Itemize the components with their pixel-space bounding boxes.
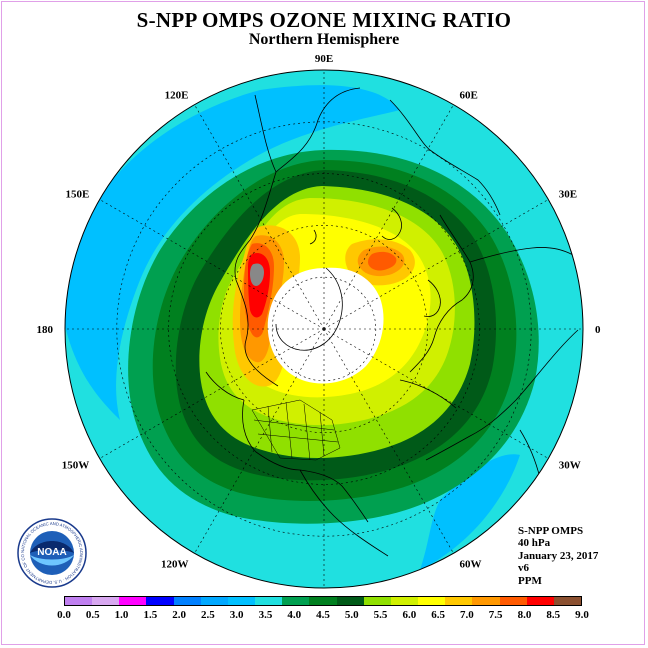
colorbar-swatch xyxy=(390,597,419,605)
longitude-label-lon-60w: 60W xyxy=(460,559,482,571)
colorbar xyxy=(64,596,582,606)
colorbar-swatch xyxy=(200,597,228,605)
noaa-logo-text: NOAA xyxy=(37,547,66,558)
longitude-label-lon-0: 0 xyxy=(595,324,601,336)
colorbar-label: 9.0 xyxy=(575,609,589,621)
graticule xyxy=(65,70,583,588)
band-8-0-east xyxy=(368,251,397,271)
band-max xyxy=(250,263,264,286)
info-instrument: S-NPP OMPS xyxy=(518,525,584,537)
colorbar-label: 5.5 xyxy=(373,609,388,621)
colorbar-swatch xyxy=(336,597,364,605)
colorbar-swatch xyxy=(553,597,581,605)
meridian-line xyxy=(323,104,454,330)
colorbar-label: 1.5 xyxy=(143,609,158,621)
colorbar-label: 3.5 xyxy=(258,609,273,621)
map-boundary xyxy=(64,69,584,589)
noaa-logo: NOAA NATIONAL OCEANIC AND ATMOSPHERIC AD… xyxy=(16,517,87,588)
info-level: 40 hPa xyxy=(518,537,551,550)
colorbar-swatch xyxy=(526,597,554,605)
product-info: S-NPP OMPS 40 hPa January 23, 2017 v6 PP… xyxy=(518,525,598,587)
polar-night-no-data xyxy=(267,267,384,384)
info-units: PPM xyxy=(518,574,542,587)
colorbar-swatch xyxy=(472,597,500,605)
longitude-label-lon-60e: 60E xyxy=(460,89,478,101)
meridian-line xyxy=(194,104,325,330)
latitude-circle xyxy=(220,225,428,433)
colorbar-label: 0.5 xyxy=(85,609,100,621)
colorbar-swatch xyxy=(309,597,337,605)
meridian-line xyxy=(323,199,549,330)
colorbar-label: 4.5 xyxy=(316,609,330,621)
colorbar-swatch xyxy=(255,597,283,605)
longitude-label-lon-180: 180 xyxy=(37,324,54,336)
latitude-circle xyxy=(116,121,532,537)
info-date: January 23, 2017 xyxy=(518,549,599,562)
band-3-0-pacific xyxy=(65,85,400,420)
longitude-label-lon-30e: 30E xyxy=(559,189,577,201)
colorbar-label: 8.0 xyxy=(517,609,532,621)
longitude-label-lon-90e: 90E xyxy=(315,53,333,65)
colorbar-label: 2.5 xyxy=(201,609,215,621)
colorbar-label: 0.0 xyxy=(57,609,71,621)
colorbar-swatch xyxy=(227,597,256,605)
info-version: v6 xyxy=(518,562,529,575)
page-subtitle: Northern Hemisphere xyxy=(248,31,400,48)
longitude-label-lon-30w: 30W xyxy=(559,460,581,472)
colorbar-labels: 0.0 0.5 1.0 1.5 2.0 2.5 3.0 3.5 4.0 4.5 5.0 5.5 6.0 6… xyxy=(50,609,598,623)
meridian-line xyxy=(323,328,454,554)
meridian-line xyxy=(323,328,549,459)
colorbar-label: 2.0 xyxy=(172,609,186,621)
colorbar-label: 6.5 xyxy=(431,609,445,621)
colorbar-swatch xyxy=(65,597,93,605)
colorbar-label: 7.0 xyxy=(460,609,474,621)
colorbar-swatch xyxy=(445,597,473,605)
page-title: S-NPP OMPS OZONE MIXING RATIO xyxy=(136,8,512,32)
colorbar-label: 4.0 xyxy=(287,609,302,621)
colorbar-swatch xyxy=(146,597,174,605)
colorbar-label: 7.5 xyxy=(488,609,503,621)
colorbar-label: 1.0 xyxy=(114,609,129,621)
colorbar-swatch xyxy=(418,597,446,605)
colorbar-swatch xyxy=(173,597,201,605)
us-state-lines xyxy=(251,399,341,461)
meridian-line xyxy=(99,328,325,459)
colorbar-swatch xyxy=(92,597,120,605)
colorbar-label: 6.0 xyxy=(402,609,417,621)
longitude-label-lon-120e: 120E xyxy=(165,89,189,101)
longitude-label-lon-120w: 120W xyxy=(161,559,189,571)
meridian-line xyxy=(99,199,325,330)
colorbar-swatch xyxy=(363,597,391,605)
colorbar-swatch xyxy=(282,597,310,605)
band-3-0-atlantic xyxy=(420,454,520,570)
longitude-label-lon-150w: 150W xyxy=(62,460,90,472)
meridian-line xyxy=(194,328,325,554)
colorbar-swatch xyxy=(499,597,527,605)
colorbar-swatch xyxy=(119,597,147,605)
longitude-label-lon-150e: 150E xyxy=(65,189,89,201)
colorbar-label: 3.0 xyxy=(229,609,244,621)
coastlines xyxy=(205,87,579,557)
colorbar-label: 8.5 xyxy=(546,609,561,621)
colorbar-label: 5.0 xyxy=(344,609,359,621)
